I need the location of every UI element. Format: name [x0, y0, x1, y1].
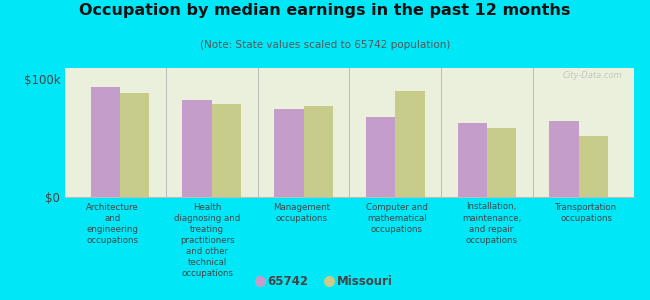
Bar [395, 91, 424, 196]
Bar [120, 93, 150, 196]
Text: Transportation
occupations: Transportation occupations [555, 202, 618, 223]
Text: Management
occupations: Management occupations [274, 202, 330, 223]
Bar [274, 109, 304, 196]
Bar [458, 123, 487, 196]
Bar [212, 104, 241, 196]
Text: Computer and
mathematical
occupations: Computer and mathematical occupations [366, 202, 428, 234]
Bar [549, 122, 578, 196]
Text: (Note: State values scaled to 65742 population): (Note: State values scaled to 65742 popu… [200, 40, 450, 50]
Bar [304, 106, 333, 196]
Text: Health
diagnosing and
treating
practitioners
and other
technical
occupations: Health diagnosing and treating practitio… [174, 202, 240, 278]
Text: City-Data.com: City-Data.com [563, 71, 623, 80]
Bar [487, 128, 516, 196]
Bar [91, 87, 120, 196]
Bar [183, 100, 212, 196]
Legend: 65742, Missouri: 65742, Missouri [252, 270, 398, 292]
Text: Installation,
maintenance,
and repair
occupations: Installation, maintenance, and repair oc… [462, 202, 521, 245]
Bar [578, 136, 608, 196]
Text: Occupation by median earnings in the past 12 months: Occupation by median earnings in the pas… [79, 3, 571, 18]
Text: Architecture
and
engineering
occupations: Architecture and engineering occupations [86, 202, 138, 245]
Bar [366, 117, 395, 196]
